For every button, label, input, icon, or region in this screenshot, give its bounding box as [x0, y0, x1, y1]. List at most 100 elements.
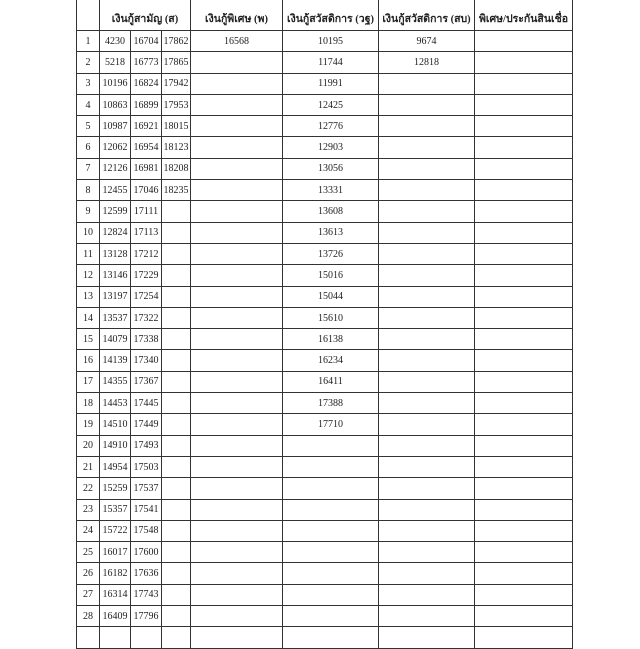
cell-last — [474, 93, 573, 117]
cell-sb — [378, 626, 475, 649]
cell-s1: 14910 — [99, 434, 131, 457]
cell-p — [190, 115, 283, 138]
cell-no: 14 — [76, 306, 100, 330]
cell-p: 16568 — [190, 29, 283, 53]
table-row: 14 13537 17322 15610 — [76, 306, 573, 330]
table-row: 18 14453 17445 17388 — [76, 392, 573, 415]
cell-s1: 12062 — [99, 136, 131, 159]
cell-p — [190, 72, 283, 95]
cell-wt: 17710 — [282, 413, 379, 436]
cell-s1: 15259 — [99, 477, 131, 500]
cell-last — [474, 157, 573, 181]
cell-s3 — [161, 434, 191, 457]
header-sawat-wt: เงินกู้สวัสดิการ (วฐ) — [282, 0, 379, 31]
cell-no: 9 — [76, 200, 100, 223]
cell-s1: 16182 — [99, 562, 131, 585]
table-row: 22 15259 17537 — [76, 477, 573, 500]
table-row: 2 5218 16773 17865 11744 12818 — [76, 51, 573, 74]
cell-last — [474, 541, 573, 564]
table-row: 6 12062 16954 18123 12903 — [76, 136, 573, 159]
cell-last — [474, 349, 573, 372]
cell-p — [190, 498, 283, 521]
cell-s2: 17212 — [130, 242, 162, 266]
cell-s3: 17942 — [161, 72, 191, 95]
cell-s2: 17449 — [130, 413, 162, 436]
cell-s2: 17229 — [130, 264, 162, 287]
cell-p — [190, 370, 283, 394]
cell-s2: 17445 — [130, 392, 162, 415]
cell-s1: 13197 — [99, 285, 131, 308]
cell-s2: 17111 — [130, 200, 162, 223]
cell-s1: 14079 — [99, 328, 131, 351]
cell-no: 6 — [76, 136, 100, 159]
cell-sb: 12818 — [378, 51, 475, 74]
cell-no: 11 — [76, 242, 100, 266]
cell-last — [474, 285, 573, 308]
cell-s3: 18015 — [161, 115, 191, 138]
cell-s2: 16921 — [130, 115, 162, 138]
cell-last — [474, 328, 573, 351]
cell-wt: 16411 — [282, 370, 379, 394]
cell-sb — [378, 200, 475, 223]
cell-last — [474, 583, 573, 607]
cell-p — [190, 157, 283, 181]
cell-no — [76, 626, 100, 649]
cell-no: 4 — [76, 93, 100, 117]
table-row: 11 13128 17212 13726 — [76, 242, 573, 266]
cell-s2: 17113 — [130, 221, 162, 244]
cell-last — [474, 455, 573, 479]
cell-no: 2 — [76, 51, 100, 74]
cell-wt — [282, 626, 379, 649]
cell-s2: 17537 — [130, 477, 162, 500]
table-row: 25 16017 17600 — [76, 541, 573, 564]
cell-wt: 16138 — [282, 328, 379, 351]
cell-s1: 12824 — [99, 221, 131, 244]
cell-no: 28 — [76, 605, 100, 628]
cell-s1: 13128 — [99, 242, 131, 266]
cell-last — [474, 519, 573, 543]
cell-s2 — [130, 626, 162, 649]
cell-s3: 18208 — [161, 157, 191, 181]
cell-no: 24 — [76, 519, 100, 543]
cell-sb — [378, 115, 475, 138]
cell-sb — [378, 349, 475, 372]
cell-wt: 13331 — [282, 179, 379, 202]
cell-s1: 13146 — [99, 264, 131, 287]
cell-s2: 17322 — [130, 306, 162, 330]
header-no — [76, 0, 100, 31]
cell-sb — [378, 285, 475, 308]
table-row: 1 4230 16704 17862 16568 10195 9674 — [76, 29, 573, 53]
cell-wt — [282, 477, 379, 500]
cell-s3: 18235 — [161, 179, 191, 202]
cell-last — [474, 392, 573, 415]
cell-p — [190, 328, 283, 351]
header-sawat-sb: เงินกู้สวัสดิการ (สบ) — [378, 0, 475, 31]
cell-p — [190, 179, 283, 202]
table-row: 27 16314 17743 — [76, 583, 573, 607]
cell-s2: 17338 — [130, 328, 162, 351]
table-row: 28 16409 17796 — [76, 605, 573, 628]
cell-p — [190, 200, 283, 223]
cell-sb — [378, 370, 475, 394]
cell-p — [190, 221, 283, 244]
cell-last — [474, 242, 573, 266]
cell-wt: 16234 — [282, 349, 379, 372]
cell-s3 — [161, 306, 191, 330]
cell-wt — [282, 562, 379, 585]
cell-s3 — [161, 328, 191, 351]
cell-p — [190, 392, 283, 415]
cell-last — [474, 136, 573, 159]
cell-s2: 16773 — [130, 51, 162, 74]
cell-s1: 12599 — [99, 200, 131, 223]
cell-s1: 12126 — [99, 157, 131, 181]
cell-sb — [378, 157, 475, 181]
cell-s1: 14355 — [99, 370, 131, 394]
table-row: 23 15357 17541 — [76, 498, 573, 521]
cell-p — [190, 242, 283, 266]
cell-wt: 12425 — [282, 93, 379, 117]
cell-sb — [378, 541, 475, 564]
cell-sb — [378, 392, 475, 415]
cell-s3 — [161, 242, 191, 266]
cell-sb — [378, 434, 475, 457]
cell-s3 — [161, 370, 191, 394]
